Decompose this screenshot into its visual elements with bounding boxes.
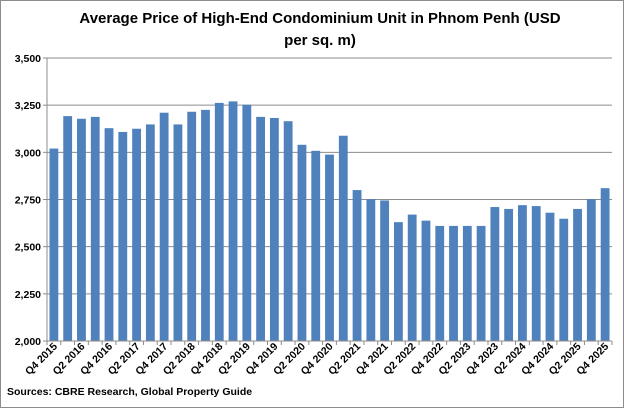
bar-q4-2019 — [269, 117, 279, 341]
bars — [49, 101, 610, 342]
bar-q4-2023 — [490, 207, 500, 341]
bar-q2-2021 — [352, 190, 362, 341]
bar-q3-2021 — [366, 199, 376, 341]
y-axis-ticks: 2,000 2,250 2,500 2,750 3,000 3,250 3,500 — [15, 53, 47, 348]
bar-q4-2022 — [435, 225, 445, 341]
bar-q3-2022 — [421, 220, 431, 341]
bar-q3-2019 — [256, 116, 266, 341]
bar-q3-2020 — [311, 150, 321, 341]
bar-q2-2025 — [573, 208, 582, 341]
bar-q2-2020 — [297, 144, 307, 341]
bar-q4-2015 — [49, 148, 59, 341]
bar-q2-2017 — [132, 128, 141, 341]
source-note: Sources: CBRE Research, Global Property … — [7, 386, 253, 398]
bar-q2-2018 — [187, 111, 197, 342]
bar-q1-2022 — [393, 222, 403, 341]
bar-q2-2019 — [242, 104, 252, 341]
chart-title: Average Price of High-End Condominium Un… — [40, 8, 600, 52]
bar-q1-2025 — [559, 218, 569, 341]
bar-q1-2016 — [63, 116, 73, 341]
bar-q3-2018 — [201, 109, 210, 341]
bar-q4-2018 — [214, 102, 224, 341]
bar-q2-2022 — [407, 214, 417, 341]
bar-q4-2021 — [380, 200, 390, 341]
y-tick-label: 3,000 — [15, 147, 41, 159]
bar-q1-2020 — [283, 121, 293, 341]
bar-q2-2016 — [77, 118, 86, 341]
bar-q2-2024 — [518, 205, 527, 341]
y-tick-label: 2,750 — [15, 195, 41, 207]
y-tick-label: 2,000 — [15, 336, 41, 348]
y-tick-label: 3,500 — [15, 53, 41, 65]
bar-q1-2024 — [504, 208, 514, 341]
bar-q1-2021 — [338, 135, 348, 341]
axes — [46, 58, 612, 342]
bar-q1-2017 — [118, 131, 128, 341]
bar-q4-2024 — [545, 212, 555, 341]
bar-q3-2017 — [145, 124, 155, 341]
bar-q4-2025 — [600, 188, 610, 341]
chart-title-line-1: Average Price of High-End Condominium Un… — [79, 10, 561, 27]
y-tick-label: 2,250 — [15, 289, 41, 301]
bar-q1-2023 — [449, 225, 458, 341]
bar-q4-2020 — [325, 154, 334, 341]
bar-q3-2025 — [586, 199, 596, 341]
y-tick-label: 2,500 — [15, 242, 41, 254]
y-tick-label: 3,250 — [15, 100, 41, 112]
bar-q3-2023 — [476, 225, 486, 341]
bar-q1-2018 — [173, 124, 183, 341]
bar-q4-2017 — [159, 112, 169, 341]
bar-q3-2016 — [90, 116, 100, 341]
bar-q4-2016 — [104, 128, 114, 341]
bar-q2-2023 — [462, 225, 472, 341]
chart-title-line-2: per sq. m) — [284, 32, 356, 49]
bar-q3-2024 — [531, 206, 541, 341]
bar-q1-2019 — [228, 101, 238, 341]
